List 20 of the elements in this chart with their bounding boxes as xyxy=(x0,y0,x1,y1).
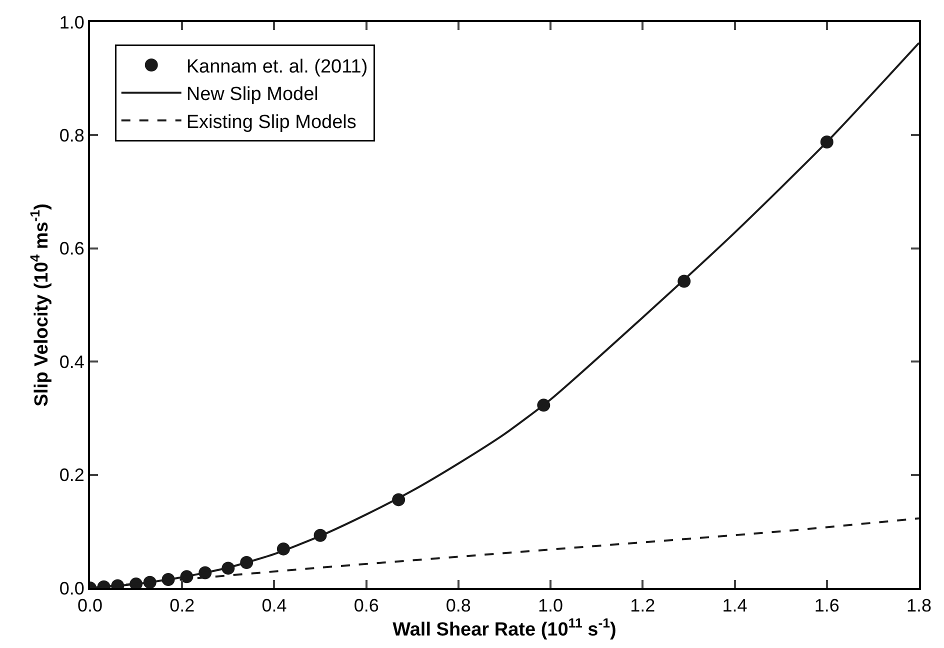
y-tick-label: 0.6 xyxy=(59,238,84,259)
x-tick-label: 0.6 xyxy=(354,596,379,616)
legend-label: Existing Slip Models xyxy=(186,112,356,133)
x-tick-label: 1.0 xyxy=(538,596,564,616)
x-tick-label: 1.4 xyxy=(722,596,748,616)
x-tick-label: 0.8 xyxy=(446,596,471,616)
y-tick-label: 0.8 xyxy=(59,126,84,146)
x-tick-label: 1.6 xyxy=(814,596,840,616)
x-tick-label: 1.8 xyxy=(906,596,932,616)
y-tick-label: 1.0 xyxy=(59,12,84,32)
x-tick-label: 0.4 xyxy=(262,596,287,616)
x-axis-title: Wall Shear Rate (10$^{11}$ s$^{-1}$) xyxy=(392,616,616,641)
legend-label: New Slip Model xyxy=(186,84,318,106)
y-tick-label: 0.2 xyxy=(59,465,84,486)
x-tick-label: 1.2 xyxy=(630,596,656,616)
x-tick-label: 0.2 xyxy=(170,596,195,616)
y-tick-label: 0.0 xyxy=(59,578,84,598)
x-tick-label: 0.0 xyxy=(77,596,103,616)
legend-label: Kannam et. al. (2011) xyxy=(186,56,368,78)
y-tick-label: 0.4 xyxy=(59,352,84,372)
